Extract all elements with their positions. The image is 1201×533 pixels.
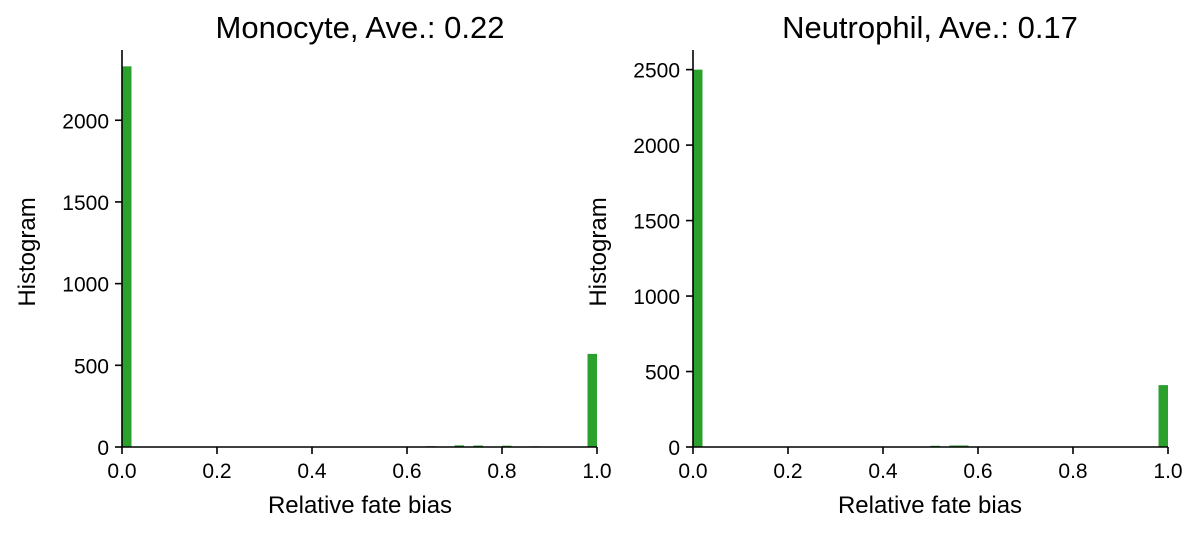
- y-axis-label: Histogram: [14, 197, 41, 306]
- bars: [693, 69, 1168, 448]
- panel-title: Monocyte, Ave.: 0.22: [216, 10, 505, 45]
- y-axis-label: Histogram: [585, 197, 612, 306]
- x-ticks: 0.0 0.2 0.4 0.6 0.8 1.0: [678, 447, 1183, 483]
- y-tick-label: 2000: [62, 110, 109, 133]
- x-tick-label: 0.0: [107, 460, 136, 483]
- histogram-bar: [454, 445, 464, 447]
- x-axis-label: Relative fate bias: [268, 492, 452, 519]
- monocyte-panel: Monocyte, Ave.: 0.22 Relative fate bias …: [14, 10, 612, 519]
- x-tick-label: 1.0: [1153, 460, 1182, 483]
- histogram-bar: [587, 353, 597, 447]
- x-ticks: 0.0 0.2 0.4 0.6 0.8 1.0: [107, 447, 612, 483]
- x-axis-label: Relative fate bias: [838, 492, 1022, 519]
- panel-title: Neutrophil, Ave.: 0.17: [782, 10, 1078, 45]
- neutrophil-panel: Neutrophil, Ave.: 0.17 Relative fate bia…: [585, 10, 1183, 519]
- x-tick-label: 0.4: [868, 460, 898, 483]
- y-tick-label: 2000: [633, 135, 680, 158]
- y-tick-label: 1000: [62, 274, 109, 297]
- x-tick-label: 1.0: [582, 460, 611, 483]
- y-tick-label: 1000: [633, 286, 680, 309]
- y-tick-label: 500: [74, 355, 109, 378]
- y-tick-label: 0: [668, 437, 680, 460]
- y-tick-label: 500: [645, 362, 680, 385]
- x-tick-label: 0.2: [773, 460, 802, 483]
- x-tick-label: 0.4: [297, 460, 327, 483]
- y-tick-label: 0: [97, 437, 109, 460]
- y-tick-label: 1500: [62, 192, 109, 215]
- x-tick-label: 0.6: [392, 460, 421, 483]
- x-tick-label: 0.6: [963, 460, 992, 483]
- y-ticks: 0 500 1000 1500 2000: [62, 110, 122, 460]
- x-tick-label: 0.2: [202, 460, 231, 483]
- bars: [122, 66, 597, 447]
- histogram-bar: [122, 66, 132, 447]
- y-tick-label: 1500: [633, 211, 680, 234]
- y-ticks: 0 500 1000 1500 2000 2500: [633, 60, 693, 460]
- x-tick-label: 0.8: [487, 460, 516, 483]
- histogram-bar: [1158, 385, 1168, 447]
- x-tick-label: 0.8: [1058, 460, 1087, 483]
- y-tick-label: 2500: [633, 60, 680, 83]
- histogram-bar: [693, 69, 703, 448]
- x-tick-label: 0.0: [678, 460, 707, 483]
